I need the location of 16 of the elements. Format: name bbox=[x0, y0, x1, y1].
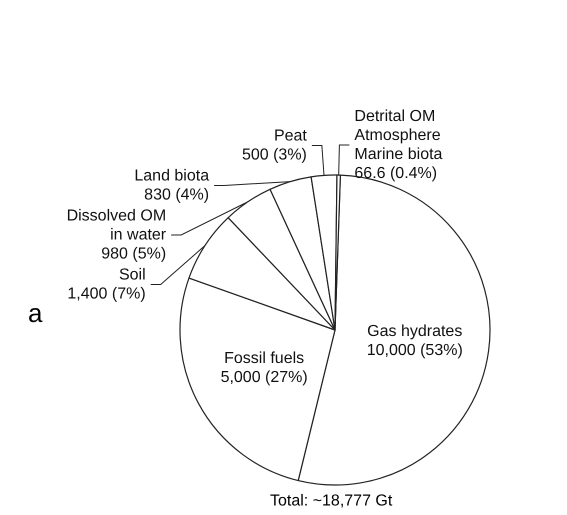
data-label: 5,000 (27%) bbox=[220, 369, 308, 386]
text: a bbox=[28, 298, 43, 328]
data-label: 1,400 (7%) bbox=[67, 285, 146, 302]
slice-label: Peat bbox=[274, 127, 308, 144]
slice-label: Dissolved OM in water bbox=[66, 207, 167, 244]
data-label: 66.6 (0.4%) bbox=[354, 165, 438, 182]
text: Total: ~18,777 Gt bbox=[270, 492, 393, 510]
data-label: 980 (5%) bbox=[101, 245, 166, 262]
slice-label: Land biota bbox=[134, 167, 210, 184]
slice-label: Gas hydrates bbox=[367, 323, 462, 340]
slice-label: Fossil fuels bbox=[224, 350, 304, 368]
data-label: 10,000 (53%) bbox=[366, 342, 463, 360]
slice-label: Soil bbox=[118, 266, 146, 284]
data-label: 500 (3%) bbox=[242, 146, 307, 164]
data-label: 830 (4%) bbox=[144, 186, 210, 204]
slice-label: Detrital OM Atmosphere Marine biota bbox=[354, 108, 443, 164]
